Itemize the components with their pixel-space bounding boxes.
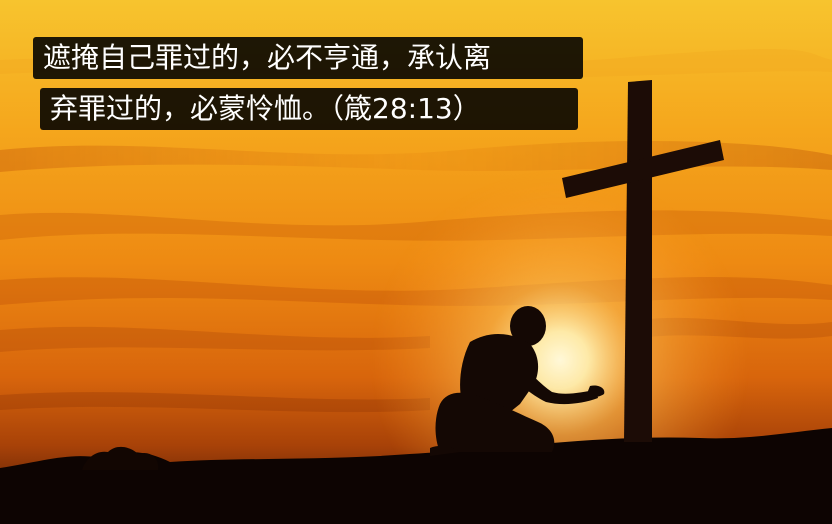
- scripture-caption-line-1: 遮掩自己罪过的，必不亨通，承认离: [33, 37, 583, 79]
- ground-silhouette: [0, 428, 832, 524]
- kneeling-person-silhouette: [430, 306, 605, 456]
- scripture-caption-line-2: 弃罪过的，必蒙怜恤。（箴28:13）: [40, 88, 578, 130]
- cross-silhouette: [562, 80, 724, 442]
- bush-silhouette: [82, 446, 159, 470]
